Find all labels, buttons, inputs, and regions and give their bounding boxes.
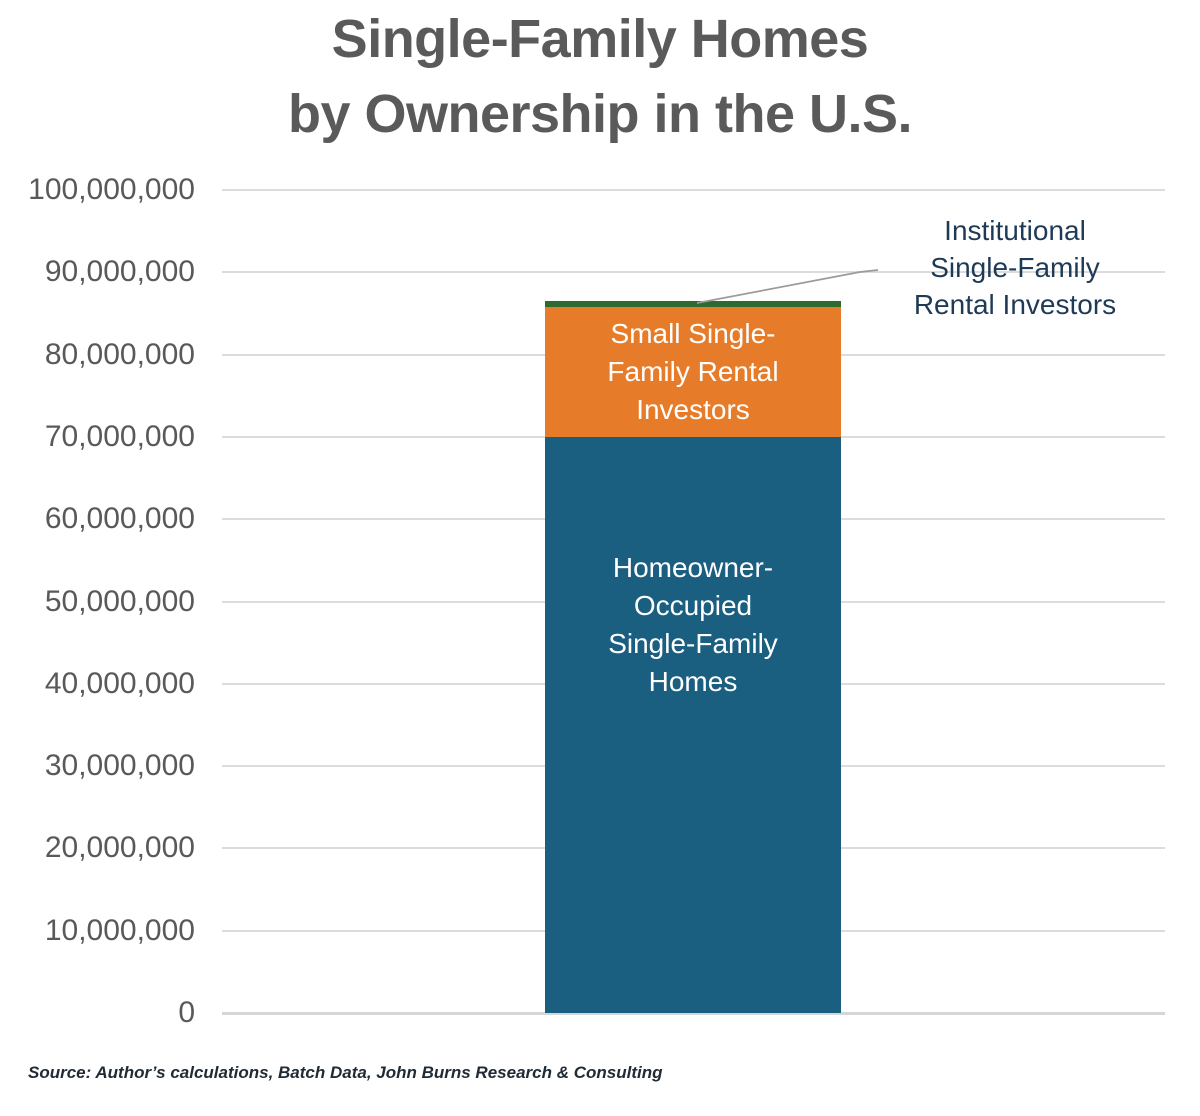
y-tick-label-0: 0 — [178, 996, 195, 1029]
y-tick-label-80000000: 80,000,000 — [44, 337, 195, 371]
annotation-line-2: Single-Family — [930, 252, 1100, 283]
bar-segment-label-line: Investors — [636, 393, 750, 425]
bar-segment-label-line: Homes — [648, 665, 738, 697]
chart-title-line-2: by Ownership in the U.S. — [287, 84, 913, 144]
bar-segment-label-line: Homeowner- — [612, 551, 774, 583]
y-tick-label-30000000: 30,000,000 — [44, 749, 195, 783]
bar-segment-label-line: Occupied — [633, 589, 753, 621]
y-tick-label-10000000: 10,000,000 — [44, 913, 195, 947]
y-tick-label-50000000: 50,000,000 — [44, 584, 195, 618]
annotation-institutional-investors: Institutional Single-Family Rental Inves… — [870, 212, 1160, 323]
y-tick-label-60000000: 60,000,000 — [44, 502, 195, 536]
y-tick-label-40000000: 40,000,000 — [44, 666, 195, 700]
bar-segment-label-line: Single-Family — [608, 627, 778, 659]
bar-segment-homeowner-occupied-single-family-homes: Homeowner- Occupied Single-Family Homes — [545, 436, 841, 1013]
chart-title: Single-Family Homes by Ownership in the … — [0, 2, 1200, 152]
bar-segment-label-line: Small Single- — [610, 317, 776, 349]
annotation-line-3: Rental Investors — [913, 289, 1117, 320]
gridline-0 — [222, 1012, 1165, 1015]
bar-segment-small-single-family-rental-investors: Small Single- Family Rental Investors — [545, 306, 841, 437]
chart-title-line-1: Single-Family Homes — [331, 9, 869, 69]
y-tick-label-20000000: 20,000,000 — [44, 831, 195, 865]
y-tick-label-90000000: 90,000,000 — [44, 255, 195, 289]
bar-segment-label-homeowner-occupied-single-family-homes: Homeowner- Occupied Single-Family Homes — [545, 549, 841, 701]
y-tick-label-100000000: 100,000,000 — [28, 173, 195, 206]
y-tick-label-70000000: 70,000,000 — [44, 419, 195, 453]
bar-segment-label-small-single-family-rental-investors: Small Single- Family Rental Investors — [545, 307, 841, 437]
source-note: Source: Author’s calculations, Batch Dat… — [28, 1063, 663, 1082]
bar-segment-label-line: Family Rental — [607, 355, 779, 387]
gridline-100000000 — [222, 189, 1165, 191]
annotation-line-1: Institutional — [944, 215, 1086, 246]
gridline-90000000 — [222, 271, 1165, 274]
bar-segment-institutional-single-family-rental-investors — [545, 301, 841, 307]
